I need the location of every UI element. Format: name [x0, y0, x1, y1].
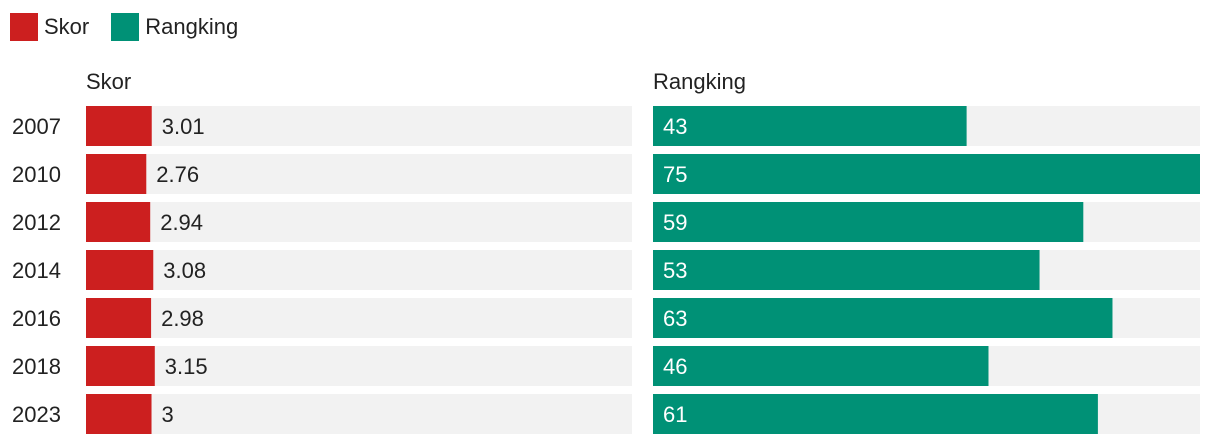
bar-skor — [86, 106, 152, 146]
column-header-rangking: Rangking — [653, 69, 746, 94]
bar-skor — [86, 394, 152, 434]
bar-track — [86, 250, 632, 290]
category-label: 2010 — [12, 162, 61, 187]
bar-rangking — [653, 106, 967, 146]
bar-skor — [86, 346, 155, 386]
data-label-skor: 3.01 — [162, 114, 205, 139]
data-label-rangking: 59 — [663, 210, 687, 235]
bar-rangking — [653, 250, 1040, 290]
bar-skor — [86, 250, 154, 290]
bar-track — [86, 202, 632, 242]
bar-track — [86, 394, 632, 434]
data-label-rangking: 63 — [663, 306, 687, 331]
bar-skor — [86, 202, 151, 242]
category-label: 2012 — [12, 210, 61, 235]
bar-rangking — [653, 298, 1113, 338]
bar-track — [86, 298, 632, 338]
data-label-rangking: 46 — [663, 354, 687, 379]
legend-swatch-rangking — [111, 13, 140, 41]
data-label-skor: 3.15 — [165, 354, 208, 379]
data-label-skor: 2.94 — [160, 210, 203, 235]
data-label-skor: 3 — [162, 402, 174, 427]
legend: Skor Rangking — [10, 12, 260, 42]
legend-item-skor: Skor — [10, 13, 89, 41]
legend-label-rangking: Rangking — [145, 14, 239, 39]
data-label-rangking: 61 — [663, 402, 687, 427]
bar-track — [86, 154, 632, 194]
bar-track — [86, 106, 632, 146]
bar-track — [86, 346, 632, 386]
category-label: 2007 — [12, 114, 61, 139]
bar-skor — [86, 154, 147, 194]
legend-label-skor: Skor — [44, 14, 90, 39]
category-label: 2018 — [12, 354, 61, 379]
column-header-skor: Skor — [86, 69, 132, 94]
data-label-skor: 3.08 — [163, 258, 206, 283]
category-label: 2016 — [12, 306, 61, 331]
legend-swatch-skor — [10, 13, 38, 41]
bar-rangking — [653, 346, 989, 386]
category-label: 2014 — [12, 258, 61, 283]
category-label: 2023 — [12, 402, 61, 427]
data-label-rangking: 53 — [663, 258, 687, 283]
legend-item-rangking: Rangking — [111, 13, 238, 41]
bar-skor — [86, 298, 152, 338]
bar-rangking — [653, 202, 1084, 242]
data-label-rangking: 43 — [663, 114, 687, 139]
data-label-skor: 2.98 — [161, 306, 204, 331]
data-label-skor: 2.76 — [156, 162, 199, 187]
data-label-rangking: 75 — [663, 162, 687, 187]
bar-rangking — [653, 394, 1098, 434]
bar-rangking — [653, 154, 1200, 194]
